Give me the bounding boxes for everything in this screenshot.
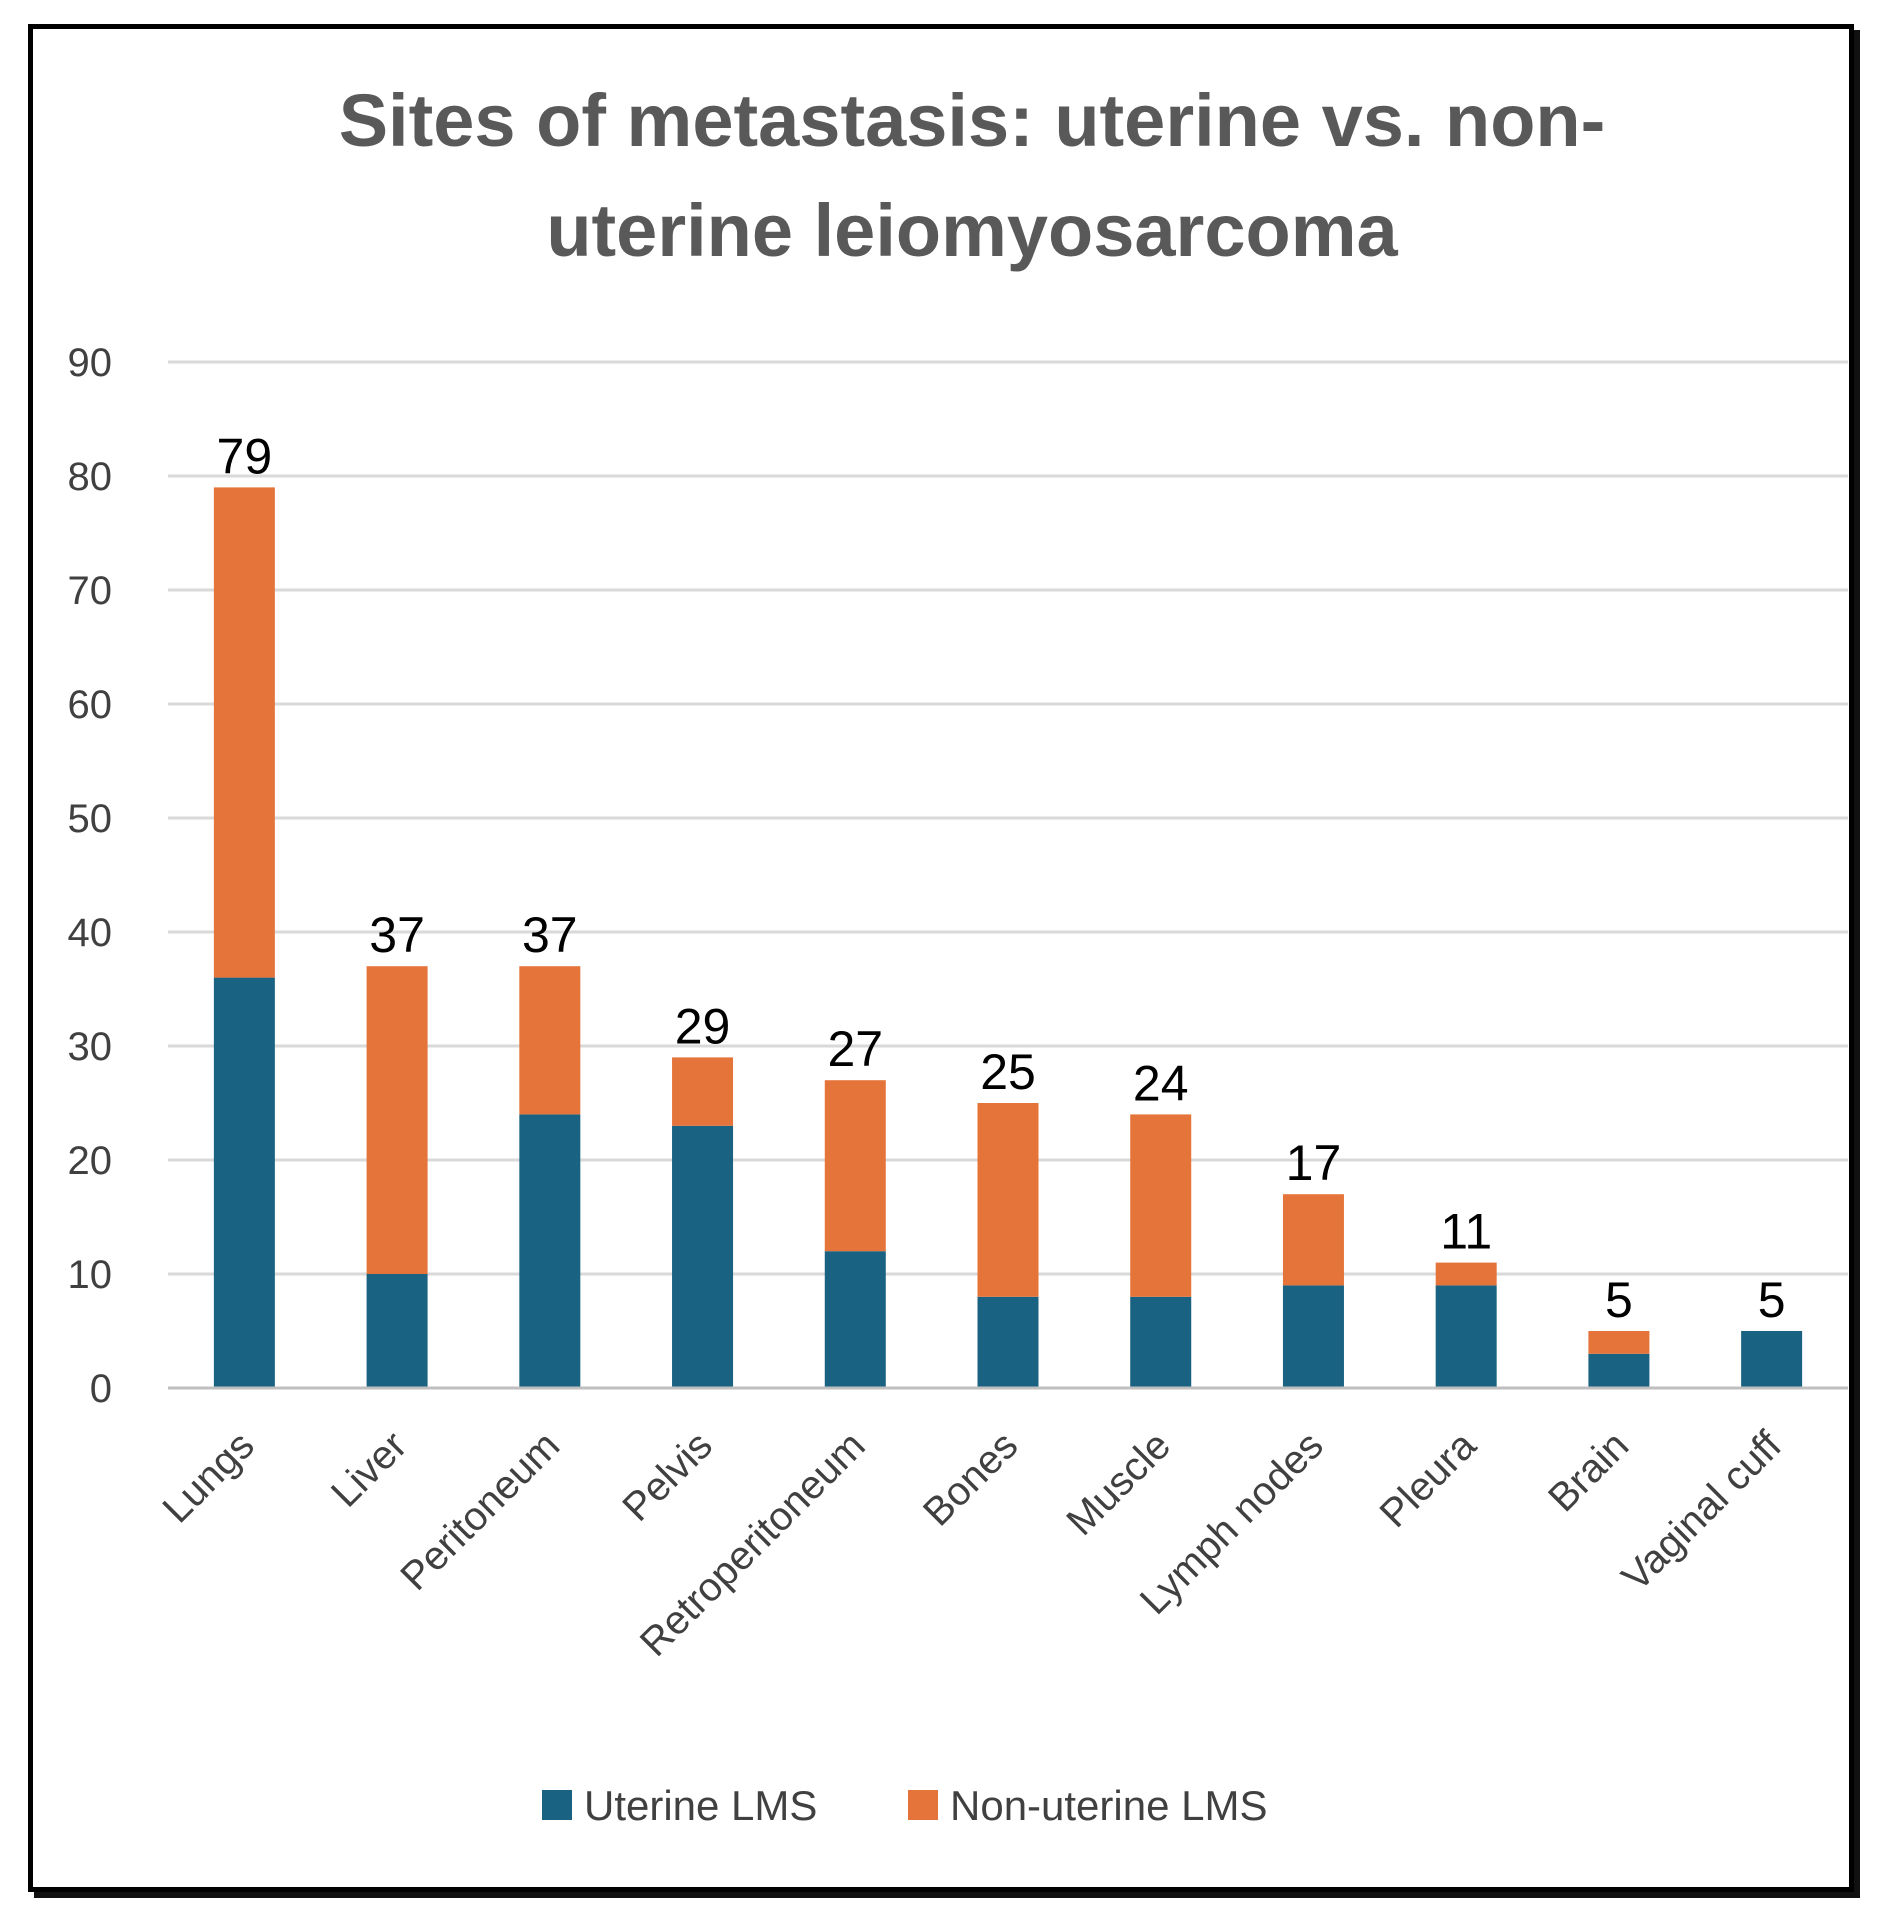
chart-frame (28, 24, 1854, 1892)
data-label-brain: 5 (1605, 1272, 1633, 1328)
bar-brain-uterine-lms (1588, 1353, 1650, 1388)
y-tick-label: 90 (68, 341, 113, 385)
y-tick-label: 80 (68, 455, 113, 499)
bar-vaginal-cuff-uterine-lms (1741, 1331, 1803, 1388)
bar-pelvis-non-uterine-lms (672, 1057, 734, 1126)
bar-pelvis-uterine-lms (672, 1125, 734, 1388)
bar-lymph-nodes-uterine-lms (1282, 1285, 1344, 1388)
bar-peritoneum-non-uterine-lms (519, 966, 581, 1115)
bar-lungs-non-uterine-lms (213, 487, 275, 978)
bar-brain-non-uterine-lms (1588, 1331, 1650, 1354)
data-labels: 79 37 37 29 27 25 24 17 11 5 5 (217, 428, 1786, 1328)
data-label-lymph-nodes: 17 (1286, 1135, 1342, 1191)
y-axis-tick-labels: 0 10 20 30 40 50 60 70 80 90 (68, 341, 113, 1411)
bar-pleura-non-uterine-lms (1435, 1262, 1497, 1286)
y-tick-label: 70 (68, 569, 113, 613)
y-tick-label: 50 (68, 797, 113, 841)
bar-muscle-uterine-lms (1130, 1296, 1192, 1388)
x-tick-label-muscle: Muscle (1058, 1423, 1179, 1544)
bar-lymph-nodes-non-uterine-lms (1282, 1194, 1344, 1286)
bar-liver-uterine-lms (366, 1274, 428, 1388)
bar-pleura-uterine-lms (1435, 1285, 1497, 1388)
bar-retroperitoneum-uterine-lms (824, 1251, 886, 1388)
data-label-lungs: 79 (217, 428, 273, 484)
gridlines (168, 360, 1848, 1276)
y-tick-label: 20 (68, 1139, 113, 1183)
x-tick-label-brain: Brain (1540, 1423, 1637, 1520)
data-label-liver: 37 (369, 907, 425, 963)
data-label-pelvis: 29 (675, 998, 731, 1054)
x-tick-label-lungs: Lungs (155, 1423, 263, 1531)
bar-bones-uterine-lms (977, 1296, 1039, 1388)
legend-swatch-uterine (542, 1790, 572, 1820)
legend-label-uterine: Uterine LMS (584, 1782, 817, 1829)
legend-swatch-non-uterine (908, 1790, 938, 1820)
legend-label-non-uterine: Non-uterine LMS (950, 1782, 1267, 1829)
bar-muscle-non-uterine-lms (1130, 1114, 1192, 1297)
bar-retroperitoneum-non-uterine-lms (824, 1080, 886, 1252)
data-label-pleura: 11 (1440, 1204, 1492, 1260)
bar-lungs-uterine-lms (213, 977, 275, 1388)
y-tick-label: 40 (68, 911, 113, 955)
y-tick-label: 30 (68, 1025, 113, 1069)
y-tick-label: 10 (68, 1253, 113, 1297)
chart-title-line-1: Sites of metastasis: uterine vs. non- (339, 79, 1606, 162)
bar-peritoneum-uterine-lms (519, 1114, 581, 1388)
data-label-bones: 25 (980, 1044, 1036, 1100)
chart-title: Sites of metastasis: uterine vs. non- ut… (339, 79, 1606, 272)
x-tick-label-peritoneum: Peritoneum (392, 1423, 568, 1599)
x-tick-label-pleura: Pleura (1372, 1423, 1485, 1536)
y-tick-label: 60 (68, 683, 113, 727)
x-tick-label-bones: Bones (915, 1423, 1026, 1534)
data-label-vaginal-cuff: 5 (1758, 1272, 1786, 1328)
x-tick-label-liver: Liver (323, 1423, 415, 1515)
data-label-peritoneum: 37 (522, 907, 578, 963)
legend: Uterine LMS Non-uterine LMS (542, 1782, 1267, 1829)
data-label-retroperitoneum: 27 (827, 1021, 883, 1077)
x-tick-label-vaginal-cuff: Vaginal cuff (1614, 1423, 1791, 1600)
bar-bones-non-uterine-lms (977, 1103, 1039, 1297)
x-tick-label-pelvis: Pelvis (614, 1423, 721, 1530)
y-tick-label: 0 (90, 1367, 112, 1411)
chart-title-line-2: uterine leiomyosarcoma (546, 189, 1398, 272)
bar-liver-non-uterine-lms (366, 966, 428, 1274)
bars (213, 487, 1803, 1388)
data-label-muscle: 24 (1133, 1055, 1189, 1111)
